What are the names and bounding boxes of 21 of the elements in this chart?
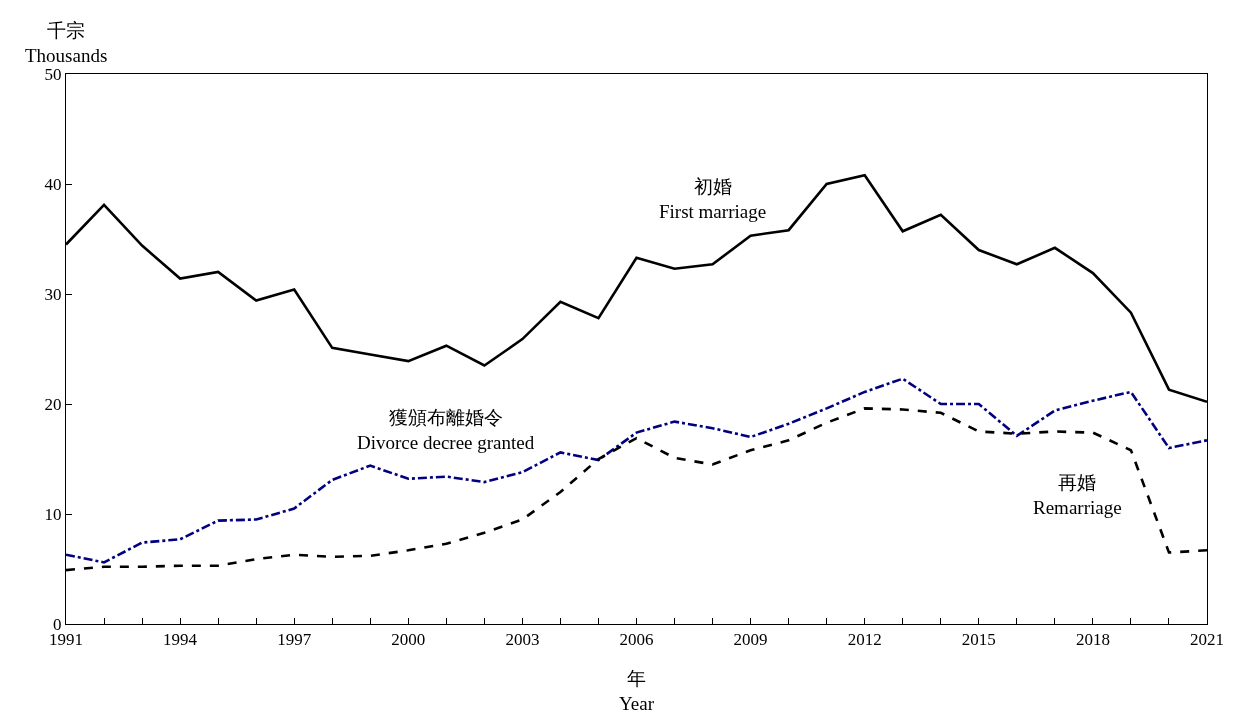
y-tick-label: 10 xyxy=(44,504,62,524)
series-label: 再婚 Remarriage xyxy=(1033,472,1122,518)
x-tick-label: 1994 xyxy=(163,630,198,650)
line-series xyxy=(66,377,1207,564)
x-tick-label: 2003 xyxy=(505,630,540,650)
y-axis-title: 千宗 Thousands xyxy=(25,20,108,66)
x-tick-label: 2012 xyxy=(847,630,882,650)
series-label: 初婚 First marriage xyxy=(659,176,767,222)
x-tick-label: 2006 xyxy=(619,630,654,650)
x-tick-label: 2009 xyxy=(733,630,768,650)
series-label: 獲頒布離婚令 Divorce decree granted xyxy=(357,407,535,453)
y-tick-label: 40 xyxy=(44,174,62,194)
x-tick-label: 2018 xyxy=(1075,630,1110,650)
y-tick-label: 20 xyxy=(44,394,62,414)
y-tick-label: 30 xyxy=(44,284,62,304)
x-tick-label: 1997 xyxy=(277,630,312,650)
x-tick-label: 2000 xyxy=(391,630,426,650)
x-tick-label: 2021 xyxy=(1190,630,1224,650)
x-axis-title: 年 Year xyxy=(619,668,655,714)
y-tick-label: 50 xyxy=(44,64,62,84)
x-tick-label: 2015 xyxy=(961,630,996,650)
